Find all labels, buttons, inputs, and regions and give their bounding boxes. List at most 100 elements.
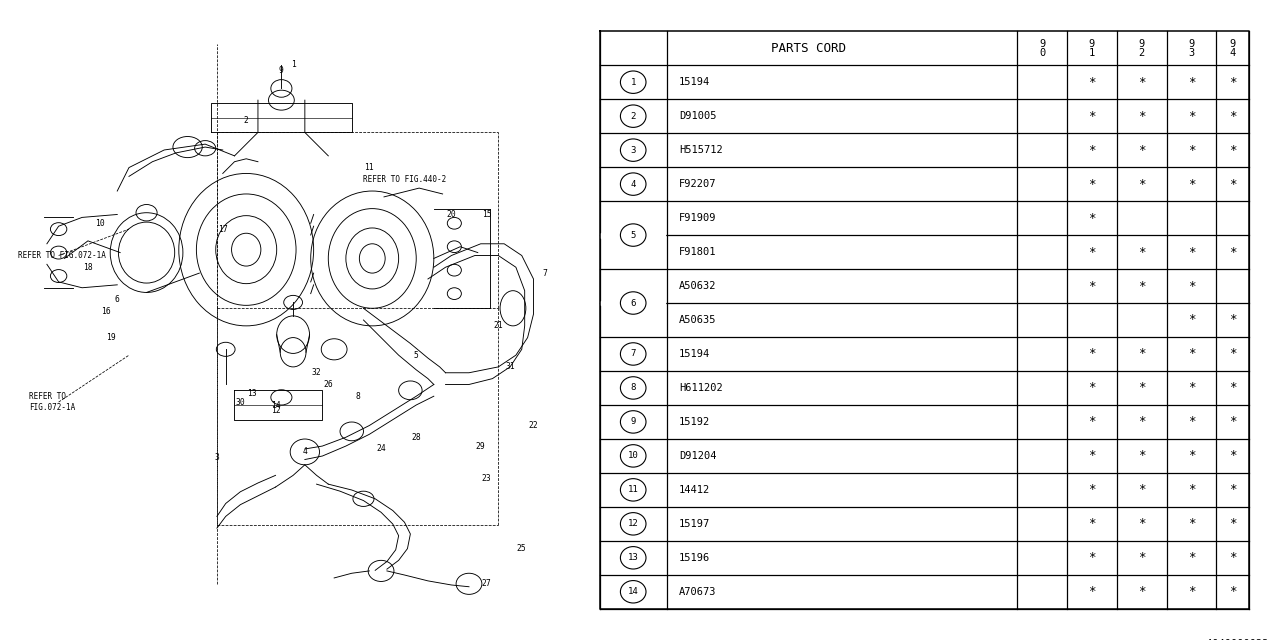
Text: 10: 10 — [95, 219, 105, 228]
Text: *: * — [1088, 280, 1096, 292]
Text: 1: 1 — [291, 61, 296, 70]
Text: *: * — [1138, 449, 1146, 462]
Text: 15: 15 — [481, 210, 492, 219]
Text: 23: 23 — [481, 474, 492, 483]
Text: 24: 24 — [376, 444, 387, 454]
Text: 15192: 15192 — [680, 417, 710, 427]
Text: F91909: F91909 — [680, 213, 717, 223]
Text: *: * — [1088, 76, 1096, 89]
Text: 4: 4 — [302, 447, 307, 456]
Text: *: * — [1138, 348, 1146, 360]
Text: *: * — [1229, 314, 1236, 326]
Text: *: * — [1088, 483, 1096, 497]
Text: *: * — [1229, 415, 1236, 428]
Text: 11: 11 — [627, 485, 639, 494]
Text: *: * — [1229, 381, 1236, 394]
Text: *: * — [1229, 517, 1236, 531]
Text: 3: 3 — [631, 146, 636, 155]
Text: *: * — [1188, 483, 1196, 497]
Text: *: * — [1138, 586, 1146, 598]
Text: 18: 18 — [83, 263, 93, 272]
Text: 9
4: 9 4 — [1230, 38, 1235, 58]
Text: *: * — [1088, 348, 1096, 360]
Text: REFER TO FIG.440-2: REFER TO FIG.440-2 — [364, 175, 447, 184]
Text: A50632: A50632 — [680, 281, 717, 291]
Text: 7: 7 — [543, 269, 548, 278]
Text: 7: 7 — [631, 349, 636, 358]
Text: *: * — [1188, 551, 1196, 564]
Text: 8: 8 — [631, 383, 636, 392]
Text: 13: 13 — [247, 388, 257, 398]
Text: 6: 6 — [631, 298, 636, 307]
Text: *: * — [1229, 109, 1236, 123]
Text: *: * — [1188, 449, 1196, 462]
Text: 9: 9 — [279, 67, 284, 76]
Text: *: * — [1088, 449, 1096, 462]
Text: *: * — [1188, 246, 1196, 259]
Text: 15196: 15196 — [680, 553, 710, 563]
Text: *: * — [1138, 246, 1146, 259]
Text: *: * — [1229, 483, 1236, 497]
Text: 31: 31 — [506, 362, 515, 371]
Text: *: * — [1088, 178, 1096, 191]
Text: *: * — [1188, 314, 1196, 326]
Text: *: * — [1138, 280, 1146, 292]
Text: 9
2: 9 2 — [1139, 38, 1144, 58]
Text: *: * — [1229, 586, 1236, 598]
Text: *: * — [1229, 449, 1236, 462]
Text: *: * — [1138, 381, 1146, 394]
Text: 20: 20 — [447, 210, 456, 219]
Text: *: * — [1229, 143, 1236, 157]
Text: *: * — [1088, 212, 1096, 225]
Text: *: * — [1229, 348, 1236, 360]
Text: *: * — [1088, 246, 1096, 259]
Text: 9
0: 9 0 — [1039, 38, 1046, 58]
Text: *: * — [1088, 415, 1096, 428]
Text: 2: 2 — [243, 116, 248, 125]
Text: 13: 13 — [627, 554, 639, 563]
Text: 3: 3 — [215, 453, 219, 462]
Bar — [602, 301, 666, 305]
Text: A70673: A70673 — [680, 587, 717, 596]
Text: *: * — [1188, 178, 1196, 191]
Text: *: * — [1229, 76, 1236, 89]
Text: 25: 25 — [517, 544, 526, 553]
Text: *: * — [1188, 415, 1196, 428]
Text: 2: 2 — [631, 111, 636, 121]
Text: 5: 5 — [631, 230, 636, 239]
Text: 12: 12 — [270, 406, 280, 415]
Text: 17: 17 — [218, 225, 228, 234]
Text: 32: 32 — [312, 368, 321, 377]
Text: 19: 19 — [106, 333, 116, 342]
Text: *: * — [1188, 381, 1196, 394]
Text: *: * — [1138, 76, 1146, 89]
Text: *: * — [1138, 415, 1146, 428]
Text: 14: 14 — [627, 588, 639, 596]
Text: REFER TO FIG.072-1A: REFER TO FIG.072-1A — [18, 251, 105, 260]
Text: 16: 16 — [101, 307, 110, 316]
Text: *: * — [1188, 348, 1196, 360]
Text: *: * — [1138, 178, 1146, 191]
Text: F91801: F91801 — [680, 247, 717, 257]
Text: *: * — [1138, 517, 1146, 531]
Text: *: * — [1138, 551, 1146, 564]
Text: 14: 14 — [270, 401, 280, 410]
Bar — [602, 232, 666, 237]
Text: 12: 12 — [627, 519, 639, 529]
Text: 28: 28 — [411, 433, 421, 442]
Text: H515712: H515712 — [680, 145, 723, 155]
Text: *: * — [1088, 143, 1096, 157]
Text: 21: 21 — [493, 321, 503, 330]
Text: *: * — [1088, 551, 1096, 564]
Text: *: * — [1188, 109, 1196, 123]
Text: *: * — [1088, 517, 1096, 531]
Text: 27: 27 — [481, 579, 492, 588]
Text: REFER TO
FIG.072-1A: REFER TO FIG.072-1A — [29, 392, 76, 412]
Text: *: * — [1088, 109, 1096, 123]
Text: 15194: 15194 — [680, 349, 710, 359]
Text: 10: 10 — [627, 451, 639, 460]
Text: 26: 26 — [324, 380, 333, 389]
Text: 4: 4 — [631, 180, 636, 189]
Text: *: * — [1229, 551, 1236, 564]
Text: 6: 6 — [115, 295, 120, 304]
